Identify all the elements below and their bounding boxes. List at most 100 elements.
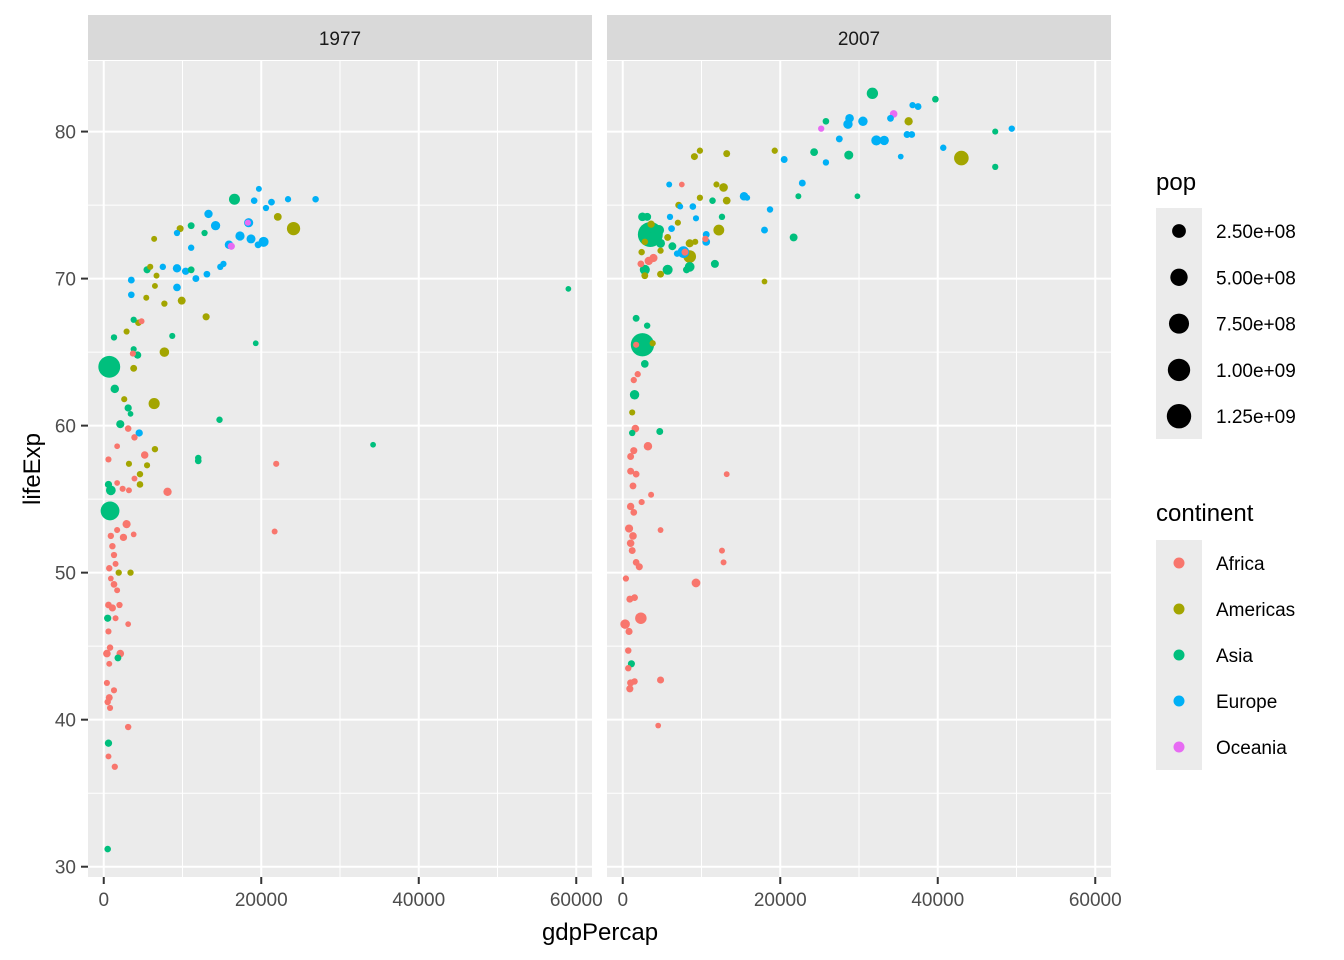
data-point-americas xyxy=(125,460,133,467)
data-point-africa xyxy=(631,678,638,685)
data-point-americas xyxy=(647,220,655,228)
data-point-africa xyxy=(114,443,121,450)
data-point-americas xyxy=(657,247,664,254)
data-point-europe xyxy=(780,156,788,163)
data-point-americas xyxy=(202,313,210,321)
data-point-africa xyxy=(114,526,121,534)
data-point-europe xyxy=(908,131,916,138)
data-point-africa xyxy=(131,434,138,441)
data-point-americas xyxy=(130,364,138,372)
data-point-americas xyxy=(159,347,170,357)
data-point-africa xyxy=(625,627,633,636)
data-point-asia xyxy=(648,231,657,241)
data-point-europe xyxy=(897,153,904,160)
data-point-africa xyxy=(657,676,665,684)
facet-panel-2007: 2007 xyxy=(607,15,1111,877)
data-point-americas xyxy=(177,296,186,305)
data-point-asia xyxy=(201,229,208,237)
data-point-americas xyxy=(713,181,720,188)
data-point-oceania xyxy=(818,125,825,132)
data-point-africa xyxy=(626,685,634,693)
data-point-americas xyxy=(657,270,665,278)
data-point-asia xyxy=(100,501,120,521)
data-point-europe xyxy=(858,116,868,127)
data-point-asia xyxy=(216,416,223,423)
data-point-africa xyxy=(124,425,132,432)
data-point-africa xyxy=(106,565,113,572)
data-point-europe xyxy=(871,135,882,146)
data-point-africa xyxy=(624,524,634,533)
points-2007 xyxy=(620,87,1015,729)
data-point-europe xyxy=(173,229,181,237)
size-legend-key xyxy=(1166,404,1192,429)
data-point-europe xyxy=(689,203,697,210)
data-point-asia xyxy=(98,355,121,378)
data-point-africa xyxy=(634,371,641,378)
data-point-asia xyxy=(789,233,798,242)
size-legend-key xyxy=(1167,358,1191,382)
data-point-americas xyxy=(143,462,151,469)
data-point-europe xyxy=(1008,125,1015,132)
data-point-africa xyxy=(637,260,645,268)
data-point-asia xyxy=(643,212,652,221)
x-tick-label: 0 xyxy=(98,890,109,911)
data-point-asia xyxy=(110,334,118,341)
data-point-africa xyxy=(630,509,638,516)
data-point-africa xyxy=(718,547,725,554)
facet-strip-label-2007: 2007 xyxy=(838,29,880,50)
data-point-africa xyxy=(635,612,647,624)
data-point-europe xyxy=(668,225,675,232)
data-point-africa xyxy=(629,532,637,540)
data-point-africa xyxy=(633,341,640,348)
data-point-americas xyxy=(723,150,731,158)
color-legend-title: continent xyxy=(1156,500,1254,527)
data-point-americas xyxy=(161,300,168,307)
color-legend-key-oceania xyxy=(1173,741,1185,753)
size-legend-label: 1.00e+09 xyxy=(1216,361,1296,382)
size-legend-key xyxy=(1168,313,1190,334)
data-point-europe xyxy=(246,234,256,244)
data-point-africa xyxy=(109,542,116,550)
data-point-africa xyxy=(620,619,630,629)
data-point-asia xyxy=(116,420,125,429)
data-point-africa xyxy=(104,698,111,706)
data-point-americas xyxy=(690,153,698,161)
data-point-asia xyxy=(656,238,665,248)
data-point-europe xyxy=(835,135,843,143)
data-point-europe xyxy=(204,209,213,219)
data-point-americas xyxy=(147,263,154,270)
data-point-americas xyxy=(696,194,704,201)
data-point-africa xyxy=(657,527,664,533)
data-point-africa xyxy=(723,471,730,478)
data-point-europe xyxy=(903,131,911,138)
data-point-africa xyxy=(119,485,126,492)
data-point-asia xyxy=(252,340,259,347)
data-point-africa xyxy=(107,532,115,540)
data-point-asia xyxy=(795,193,802,200)
data-point-europe xyxy=(940,144,947,151)
data-point-americas xyxy=(696,147,704,154)
size-legend-label: 1.25e+09 xyxy=(1216,407,1296,428)
data-point-asia xyxy=(565,286,572,292)
data-point-europe xyxy=(220,260,227,268)
data-point-asia xyxy=(110,384,120,394)
data-point-africa xyxy=(114,587,121,594)
size-legend-label: 2.50e+08 xyxy=(1216,222,1296,243)
data-point-asia xyxy=(639,264,650,275)
data-point-asia xyxy=(104,480,113,489)
data-point-asia xyxy=(662,264,673,275)
facet-strip-1977 xyxy=(88,15,592,60)
data-point-africa xyxy=(625,647,632,654)
size-legend-label: 7.50e+08 xyxy=(1216,315,1296,336)
data-point-oceania xyxy=(244,219,251,226)
data-point-americas xyxy=(127,569,134,576)
data-point-asia xyxy=(187,266,195,274)
data-point-africa xyxy=(124,723,132,731)
data-point-americas xyxy=(121,396,128,403)
data-point-americas xyxy=(136,470,144,478)
data-point-europe xyxy=(250,197,258,204)
data-point-europe xyxy=(210,221,221,231)
data-point-africa xyxy=(105,628,112,635)
data-point-africa xyxy=(163,487,172,496)
